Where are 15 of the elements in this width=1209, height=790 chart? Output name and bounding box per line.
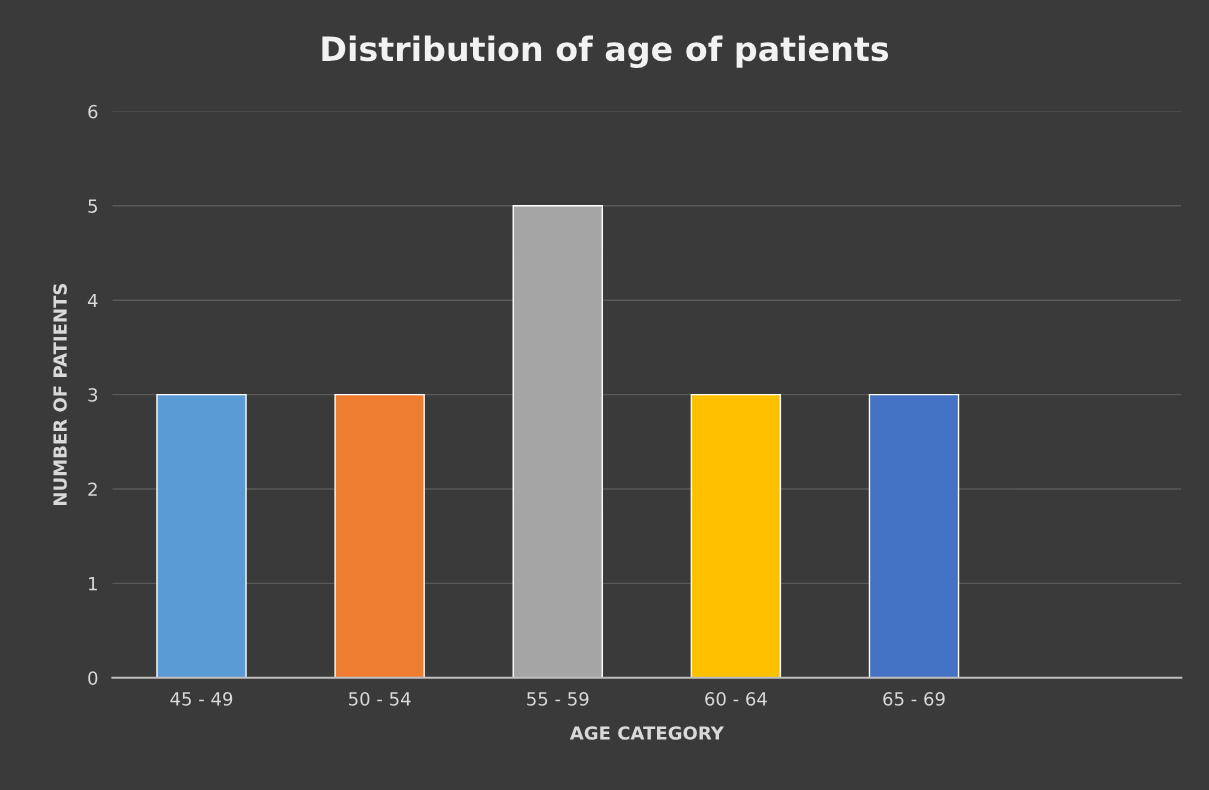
chart-title: Distribution of age of patients <box>322 35 889 69</box>
y-tick-label: 2 <box>88 482 97 496</box>
x-tick-label: 55 - 59 <box>527 692 589 706</box>
y-tick-label: 3 <box>88 388 98 402</box>
x-tick-label: 65 - 69 <box>883 692 945 706</box>
x-tick-label: 60 - 64 <box>705 692 767 706</box>
y-tick-label: 5 <box>88 199 97 213</box>
y-axis-title: NUMBER OF PATIENTS <box>53 283 67 505</box>
y-tick-label: 4 <box>87 293 98 308</box>
y-tick-label: 1 <box>89 577 97 591</box>
y-tick-label: 0 <box>88 671 98 685</box>
x-tick-label: 50 - 54 <box>349 692 411 706</box>
x-axis-title: AGE CATEGORY <box>569 726 725 740</box>
x-tick-label: 45 - 49 <box>170 692 233 706</box>
y-tick-label: 6 <box>88 104 98 119</box>
